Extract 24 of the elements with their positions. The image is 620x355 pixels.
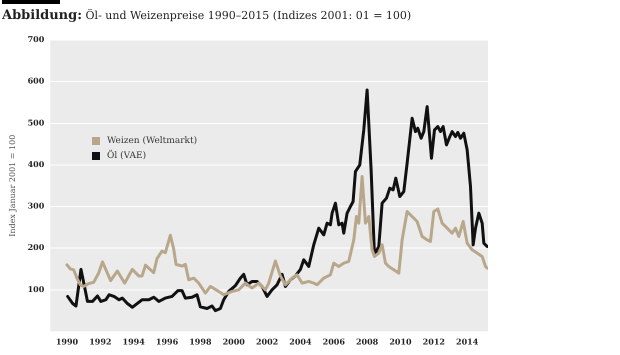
y-tick-label: 500 bbox=[28, 117, 45, 128]
legend-label: Weizen (Weltmarkt) bbox=[106, 134, 198, 148]
y-tick-label: 200 bbox=[28, 242, 45, 252]
x-tick-label: 2000 bbox=[222, 336, 246, 346]
y-tick-label: 600 bbox=[28, 76, 45, 86]
x-tick-label: 1996 bbox=[156, 336, 179, 346]
x-tick-label: 2008 bbox=[356, 336, 379, 346]
x-tick-label: 2010 bbox=[389, 336, 412, 346]
legend-label: Öl (VAE) bbox=[106, 148, 148, 162]
y-tick-label: 100 bbox=[28, 284, 45, 294]
y-tick-label: 400 bbox=[28, 158, 45, 169]
x-tick-label: 1998 bbox=[189, 336, 212, 346]
x-tick-label: 2002 bbox=[256, 336, 278, 346]
x-tick-label: 1994 bbox=[122, 336, 146, 346]
chart-title: Abbildung: Öl- und Weizenpreise 1990–2015 (Indizes 2001: 01 = 100) bbox=[2, 8, 412, 23]
x-tick-label: 1990 bbox=[56, 336, 79, 346]
x-tick-label: 1992 bbox=[89, 336, 112, 346]
y-axis-title: Index Januar 2001 = 100 bbox=[8, 134, 17, 237]
y-tick-label: 700 bbox=[28, 34, 45, 44]
x-tick-label: 2004 bbox=[289, 336, 312, 346]
x-tick-label: 2006 bbox=[322, 336, 346, 346]
y-tick-label: 300 bbox=[28, 200, 45, 211]
x-tick-label: 2014 bbox=[456, 336, 479, 346]
x-tick-label: 2012 bbox=[422, 336, 445, 346]
